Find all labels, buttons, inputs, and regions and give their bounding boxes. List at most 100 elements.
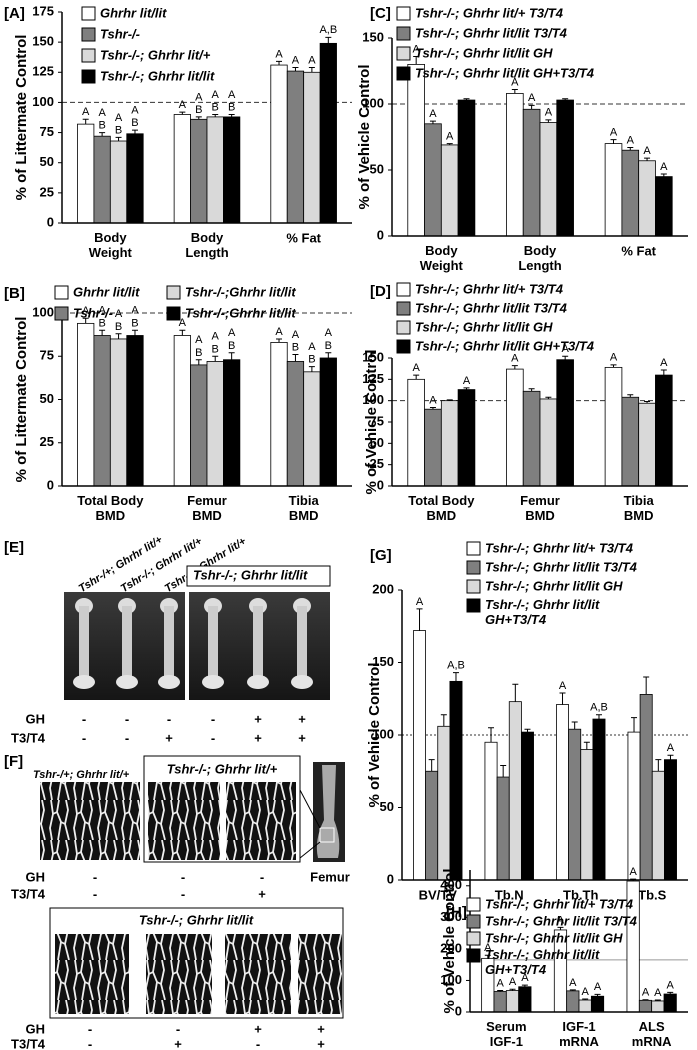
bar (93, 335, 111, 487)
y-tick-label: 150 (362, 349, 384, 364)
error-bar (82, 317, 89, 324)
group-label: Tshr-/-; Ghrhr lit/lit (139, 912, 254, 927)
treatment-mark: - (256, 1036, 260, 1050)
y-axis-title: % of Littermate Control (13, 317, 30, 483)
bar (206, 116, 224, 224)
bar (173, 335, 191, 487)
treatment-mark: + (174, 1036, 182, 1050)
microct-image (146, 934, 212, 1014)
legend-swatch (54, 285, 69, 300)
y-tick-label: 150 (372, 654, 394, 669)
bar (639, 694, 653, 881)
bar (651, 1000, 665, 1013)
bone-shaft (297, 606, 307, 680)
bar (437, 725, 451, 881)
treatment-mark: - (88, 1021, 92, 1036)
bar (505, 990, 520, 1013)
significance-label: A (179, 317, 187, 329)
panel-label: [B] (4, 285, 25, 302)
bar (621, 396, 640, 487)
legend-swatch (396, 26, 411, 41)
error-bar (440, 714, 447, 727)
microct-image (226, 782, 296, 860)
bar (556, 99, 574, 237)
bar (522, 108, 541, 237)
group-box (143, 755, 301, 863)
significance-label: A (545, 107, 553, 119)
bar (424, 123, 442, 237)
bone-shaft (79, 606, 89, 680)
bar (424, 408, 442, 487)
legend-label: Tshr-/- (100, 26, 140, 41)
y-axis-title: % of Vehicle Control (356, 64, 373, 209)
significance-label: A (627, 134, 635, 146)
y-tick-label: 125 (32, 64, 54, 79)
panel-label: [C] (370, 5, 391, 22)
bar (651, 770, 665, 881)
group-box (49, 907, 344, 1019)
bar (539, 398, 558, 487)
y-tick-label: 25 (370, 456, 384, 471)
bar (407, 64, 425, 237)
bar (440, 144, 459, 237)
legend-label: Tshr-/-; Ghrhr lit/lit T3/T4 (415, 300, 568, 315)
legend-label: Tshr-/-; Ghrhr lit/+ (100, 47, 211, 62)
legend-swatch (396, 282, 411, 297)
bar (655, 374, 673, 487)
y-axis-title: % of Vehicle Control (441, 868, 458, 1013)
legend-label: Tshr-/-; Ghrhr lit/lit GH (485, 930, 623, 945)
error-bar (642, 999, 649, 1001)
error-bar (512, 683, 519, 702)
bar (521, 731, 534, 881)
legend-swatch (466, 541, 481, 556)
error-bar (660, 369, 667, 376)
y-axis-title: % of Littermate Control (13, 35, 30, 201)
x-tick-label: Body Weight (89, 230, 133, 260)
bar (190, 364, 208, 487)
row-label: GH (26, 711, 46, 726)
legend-swatch (81, 27, 96, 42)
panel-label: [H] (446, 904, 467, 921)
bar (109, 338, 128, 487)
x-tick-label: % Fat (621, 243, 656, 258)
significance-label: A (654, 987, 662, 999)
legend-label: Tshr-/-;Ghrhr lit/lit (185, 284, 296, 299)
error-bar (524, 728, 531, 733)
error-bar (630, 878, 637, 882)
legend-swatch (466, 560, 481, 575)
y-axis-title: % of Vehicle Control (363, 349, 380, 494)
y-tick-label: 0 (387, 871, 394, 886)
error-bar (594, 993, 601, 997)
y-tick-label: 200 (440, 940, 462, 955)
y-tick-label: 75 (370, 413, 384, 428)
error-bar (545, 119, 552, 123)
bar (508, 701, 522, 881)
bar (319, 42, 337, 224)
y-tick-label: 100 (32, 94, 54, 109)
x-tick-label: Femur BMD (520, 493, 560, 523)
bar (270, 342, 288, 487)
treatment-mark: - (181, 886, 185, 901)
legend-label: Tshr-/-; Ghrhr lit/lit T3/T4 (485, 559, 638, 574)
treatment-mark: - (82, 711, 86, 726)
significance-label: A (275, 326, 283, 338)
error-bar (667, 991, 674, 995)
x-tick-label: IGF-1 mRNA (559, 1019, 599, 1049)
y-tick-label: 125 (362, 371, 384, 386)
error-bar (179, 111, 186, 115)
error-bar (463, 98, 470, 101)
treatment-mark: - (125, 730, 129, 745)
microct-image (40, 782, 140, 860)
x-tick-label: Body Length (518, 243, 561, 273)
significance-label: A (429, 394, 437, 406)
column-label: Tshr-/+; Ghrhr lit/+ (33, 769, 130, 781)
bar (286, 70, 305, 224)
treatment-mark: - (93, 869, 97, 884)
y-tick-label: 150 (362, 29, 384, 44)
significance-label: A (484, 942, 492, 954)
